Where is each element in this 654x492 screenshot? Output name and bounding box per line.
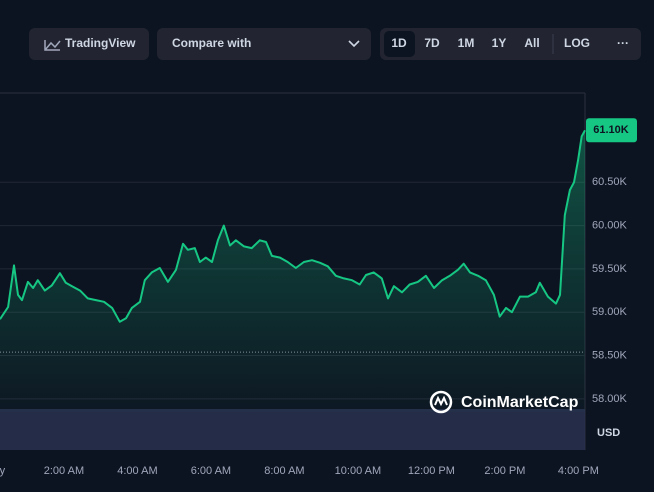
- volume-area: [0, 409, 585, 450]
- tradingview-label: TradingView: [65, 36, 136, 50]
- x-tick-label: 12:00 PM: [408, 465, 455, 477]
- area-fill: [0, 130, 585, 413]
- x-tick-label: 2:00 AM: [44, 465, 84, 477]
- range-button[interactable]: 7D: [424, 36, 440, 50]
- range-button[interactable]: 1D: [391, 36, 407, 50]
- x-tick-label: 10:00 AM: [335, 465, 381, 477]
- x-tick-label: 6:00 AM: [191, 465, 231, 477]
- tradingview-icon: [44, 40, 61, 51]
- y-tick-label: 59.50K: [592, 263, 628, 275]
- y-tick-label: 60.50K: [592, 176, 628, 188]
- x-tick-label: 8:00 AM: [264, 465, 304, 477]
- y-tick-label: 58.50K: [592, 349, 628, 361]
- y-tick-label: 59.00K: [592, 306, 628, 318]
- currency: USD: [597, 427, 620, 439]
- dropdown-arrow: [348, 40, 360, 48]
- x-tick-label: 4:00 PM: [558, 465, 599, 477]
- range-button[interactable]: 1Y: [492, 36, 507, 50]
- price-badge: [586, 118, 637, 143]
- tradingview-button[interactable]: [29, 28, 149, 60]
- compare-label: Compare with: [172, 36, 251, 50]
- y-tick-label: 58.00K: [592, 393, 628, 405]
- range-button[interactable]: 1M: [458, 36, 475, 50]
- price-badge-label: 61.10K: [593, 124, 629, 136]
- range-button[interactable]: All: [524, 36, 539, 50]
- price-line: [0, 129, 586, 323]
- y-tick-label: 60.00K: [592, 219, 628, 231]
- x-tick-label: 4:00 AM: [117, 465, 157, 477]
- range-group: [380, 28, 641, 60]
- x-tick-label: Today: [0, 465, 6, 477]
- watermark: CoinMarketCap: [461, 394, 579, 411]
- x-tick-label: 2:00 PM: [484, 465, 525, 477]
- watermark-logo: [429, 390, 453, 414]
- compare-dropdown[interactable]: [157, 28, 371, 60]
- range-active: [384, 31, 415, 57]
- watermark-logo-mark: [434, 395, 448, 407]
- log-button[interactable]: LOG: [564, 36, 590, 50]
- more-button[interactable]: ···: [617, 36, 629, 50]
- x-axis: Today 2:00 AM 4:00 AM 6:00 AM 8:00 AM 10:00 A…: [0, 465, 599, 477]
